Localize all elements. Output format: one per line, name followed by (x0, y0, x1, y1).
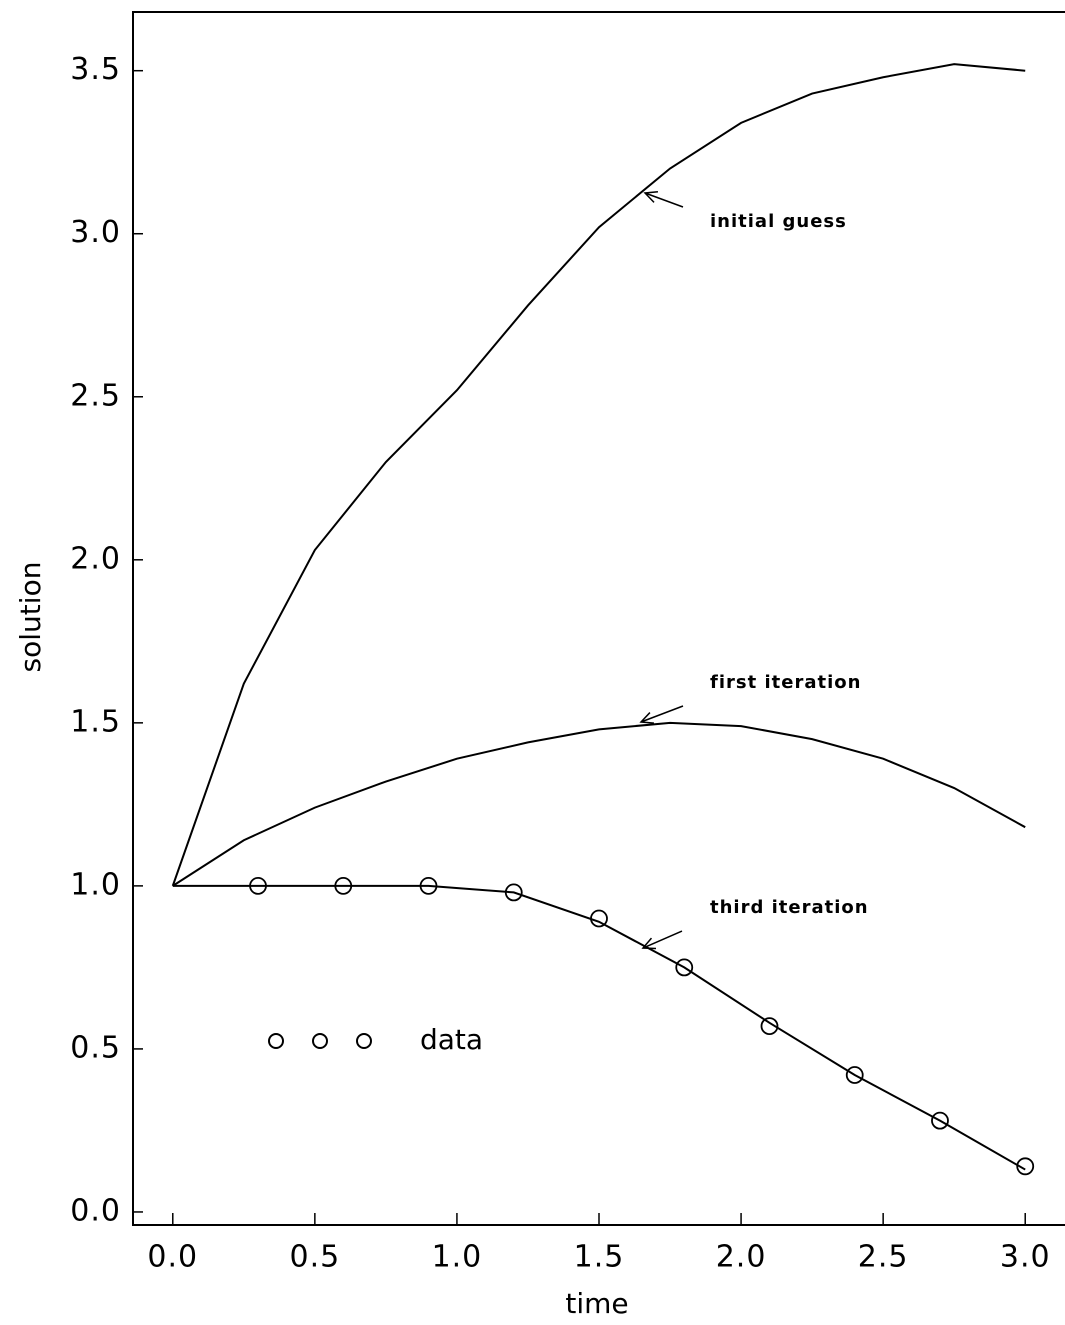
data-point (334, 876, 353, 895)
data-point (931, 1111, 949, 1130)
y-tick-label: 0.5 (70, 1030, 121, 1065)
data-point (249, 876, 267, 895)
data-point (675, 958, 694, 977)
data-point (845, 1066, 864, 1084)
x-tick-label: 3.0 (1000, 1240, 1051, 1275)
series-annotation: first iteration (710, 672, 861, 693)
legend-marker (356, 1033, 372, 1049)
x-tick-label: 2.5 (858, 1240, 909, 1275)
x-tick-label: 1.5 (574, 1240, 625, 1275)
series-annotation: third iteration (710, 897, 869, 918)
plot-frame (132, 11, 1065, 1226)
x-tick-label: 2.0 (716, 1240, 767, 1275)
y-tick-label: 2.0 (70, 541, 121, 576)
x-tick-label: 1.0 (432, 1240, 483, 1275)
y-tick-label: 3.5 (70, 52, 121, 87)
y-tick-label: 3.0 (70, 215, 121, 250)
x-tick-label: 0.5 (289, 1240, 340, 1275)
legend-marker (312, 1033, 328, 1049)
data-point (504, 883, 523, 902)
series-line (172, 721, 1026, 887)
series-annotation: initial guess (710, 211, 847, 232)
legend-label: data (420, 1023, 483, 1056)
data-point (419, 876, 438, 895)
annotation-arrow (639, 705, 684, 724)
x-tick-label: 0.0 (147, 1240, 198, 1275)
data-point (590, 909, 608, 928)
y-axis-title: solution (14, 562, 47, 673)
y-tick-label: 2.5 (70, 378, 121, 413)
series-line (171, 63, 1026, 887)
series-line (172, 884, 1026, 1171)
legend-marker (268, 1033, 284, 1049)
y-tick-label: 1.5 (70, 704, 121, 739)
x-axis-title: time (565, 1287, 628, 1320)
y-tick-label: 1.0 (70, 867, 121, 902)
data-point (760, 1017, 779, 1035)
data-point (1016, 1157, 1035, 1176)
annotation-arrow (643, 190, 684, 208)
y-tick-label: 0.0 (70, 1193, 121, 1228)
annotation-arrow (641, 930, 683, 950)
